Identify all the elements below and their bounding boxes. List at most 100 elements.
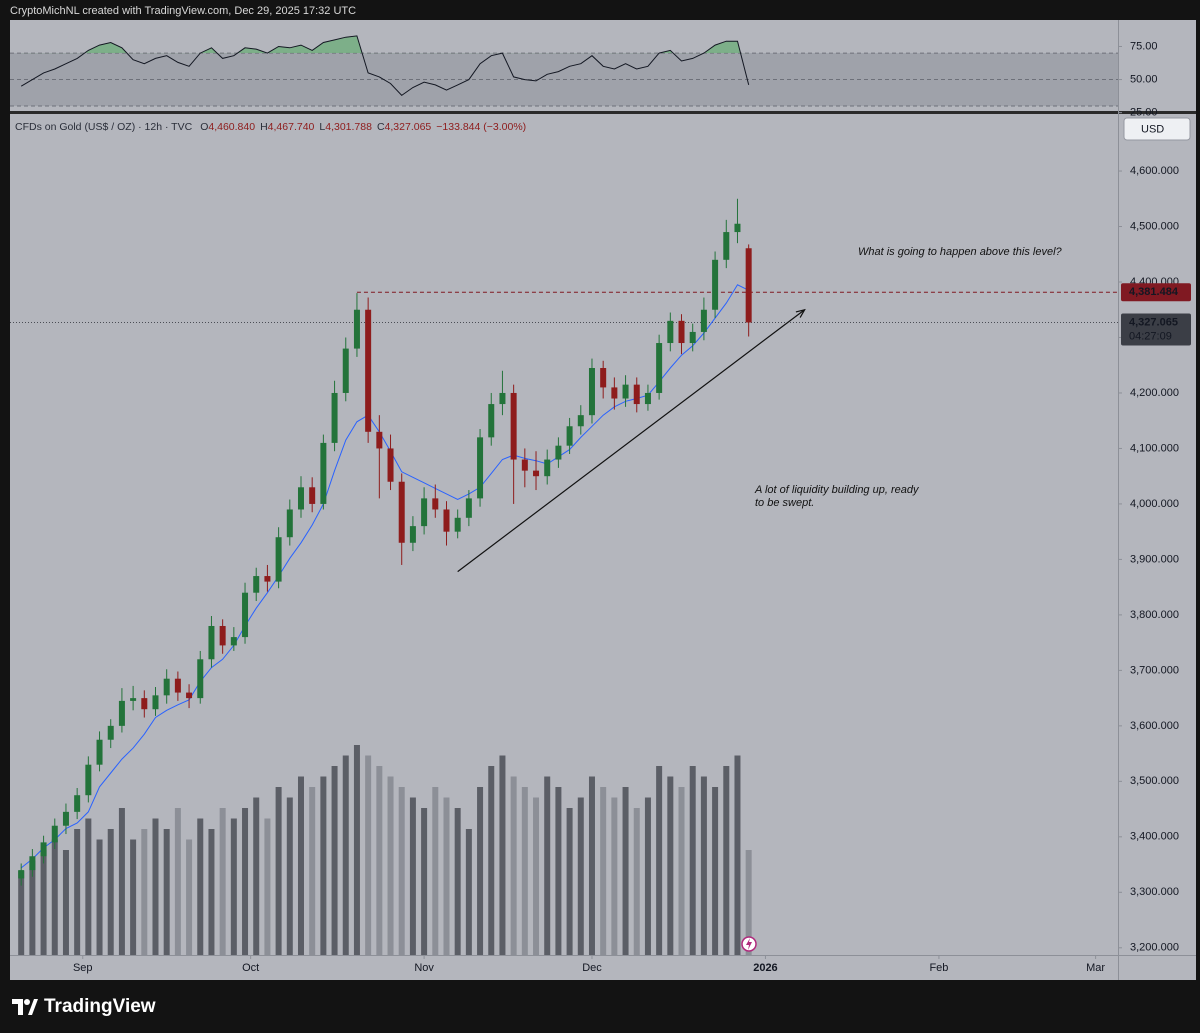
candle-body [219,625,226,646]
volume-bar [566,808,573,955]
volume-bar [331,766,338,955]
rsi-y-tick-label: 75.00 [1130,40,1158,52]
ohlc-label: L [319,121,326,133]
annotation-line: What is going to happen above this level… [858,246,1062,258]
price-line-badge [1121,283,1191,302]
last-price-badge [1121,313,1191,346]
rsi-overbought-fill [21,35,749,54]
candle-body [342,348,349,393]
volume-bar [174,808,181,955]
brand: TradingView [12,996,156,1018]
candle-body [477,437,484,499]
x-tick-label: Nov [414,962,434,974]
volume-bar [219,808,226,955]
y-tick-label: 4,000.000 [1130,498,1179,510]
volume-bar [230,818,237,955]
event-icon-bolt [746,938,752,950]
volume-bar [577,797,584,955]
candle-body [465,498,472,518]
volume-bar [488,766,495,955]
symbol: CFDs on Gold (US$ / OZ) · 12h · TVC [15,121,193,133]
y-tick-label: 4,200.000 [1130,387,1179,399]
y-tick-label: 3,300.000 [1130,886,1179,898]
rsi-line [20,35,750,97]
x-tick-label: 2026 [753,962,777,974]
ohlc-value: 4,327.065 [384,121,432,133]
volume-bar [409,797,416,955]
attribution: CryptoMichNL created with TradingView.co… [10,5,357,17]
volume-bar [611,797,618,955]
volume-bar [432,787,439,955]
countdown: 04:27:09 [1129,330,1172,342]
ohlc-label: H [260,121,268,133]
volume-bar [723,766,730,955]
candle-body [443,509,450,532]
rsi-y-tick-label: 25.00 [1130,107,1158,119]
volume-bar [141,829,148,955]
volume-bar [376,766,383,955]
volume-bar [242,808,249,955]
volume-bar [264,818,271,955]
candle-body [600,367,607,388]
last-price-label: 4,327.065 [1129,316,1178,328]
candle-body [577,415,584,427]
candle-body [85,764,92,796]
volume-bar [734,755,741,955]
volume-bar [51,839,58,955]
volume-bar [521,787,528,955]
candle-body [264,576,271,582]
volume-bar [40,850,47,955]
candle-body [331,392,338,443]
candle-body [611,387,618,399]
volume-bar [622,787,629,955]
candle-body [510,392,517,460]
price-line-label: 4,381.484 [1129,286,1179,298]
volume-bar [74,829,81,955]
volume-bar [197,818,204,955]
candle-body [712,259,719,310]
volume-bar [208,829,215,955]
volume-bar [118,808,125,955]
candle-body [242,592,249,638]
volume-bar [700,776,707,955]
candle-body [566,426,573,446]
brand-name: TradingView [44,996,156,1017]
volume-bar [96,839,103,955]
volume-bar [275,787,282,955]
volume-bar [555,787,562,955]
symbol-legend: CFDs on Gold (US$ / OZ) · 12h · TVC O4,46… [15,121,531,133]
candle-body [723,232,730,260]
candle-body [230,637,237,646]
volume-bar [443,797,450,955]
volume-bar [309,787,316,955]
volume-bar [85,818,92,955]
candle-body [297,487,304,510]
volume-bar [107,829,114,955]
candle-body [152,695,159,710]
candle-body [499,392,506,405]
annotation-line: to be swept. [755,497,815,509]
y-tick-label: 3,500.000 [1130,775,1179,787]
ohlc-label: O [200,121,209,133]
x-tick-label: Oct [242,962,259,974]
candle-body [644,392,651,405]
axes: 3,200.000 3,300.000 3,400.000 3,500.000 3,60… [73,40,1191,974]
volume-bar [477,787,484,955]
x-tick-label: Dec [582,962,602,974]
candle-body [197,659,204,699]
currency: USD [1141,123,1164,135]
candle-body [376,431,383,449]
candle-body [745,248,752,323]
currency-box[interactable] [1123,117,1191,141]
volume-bar [600,787,607,955]
volume-bar [62,850,69,955]
candle-body [409,526,416,543]
candle-body [454,517,461,532]
candle-body [588,367,595,416]
volume-bar [286,797,293,955]
candle-body [275,537,282,582]
ohlc-value: 4,301.788 [325,121,372,133]
candle-body [555,445,562,460]
candle-body [118,700,125,726]
